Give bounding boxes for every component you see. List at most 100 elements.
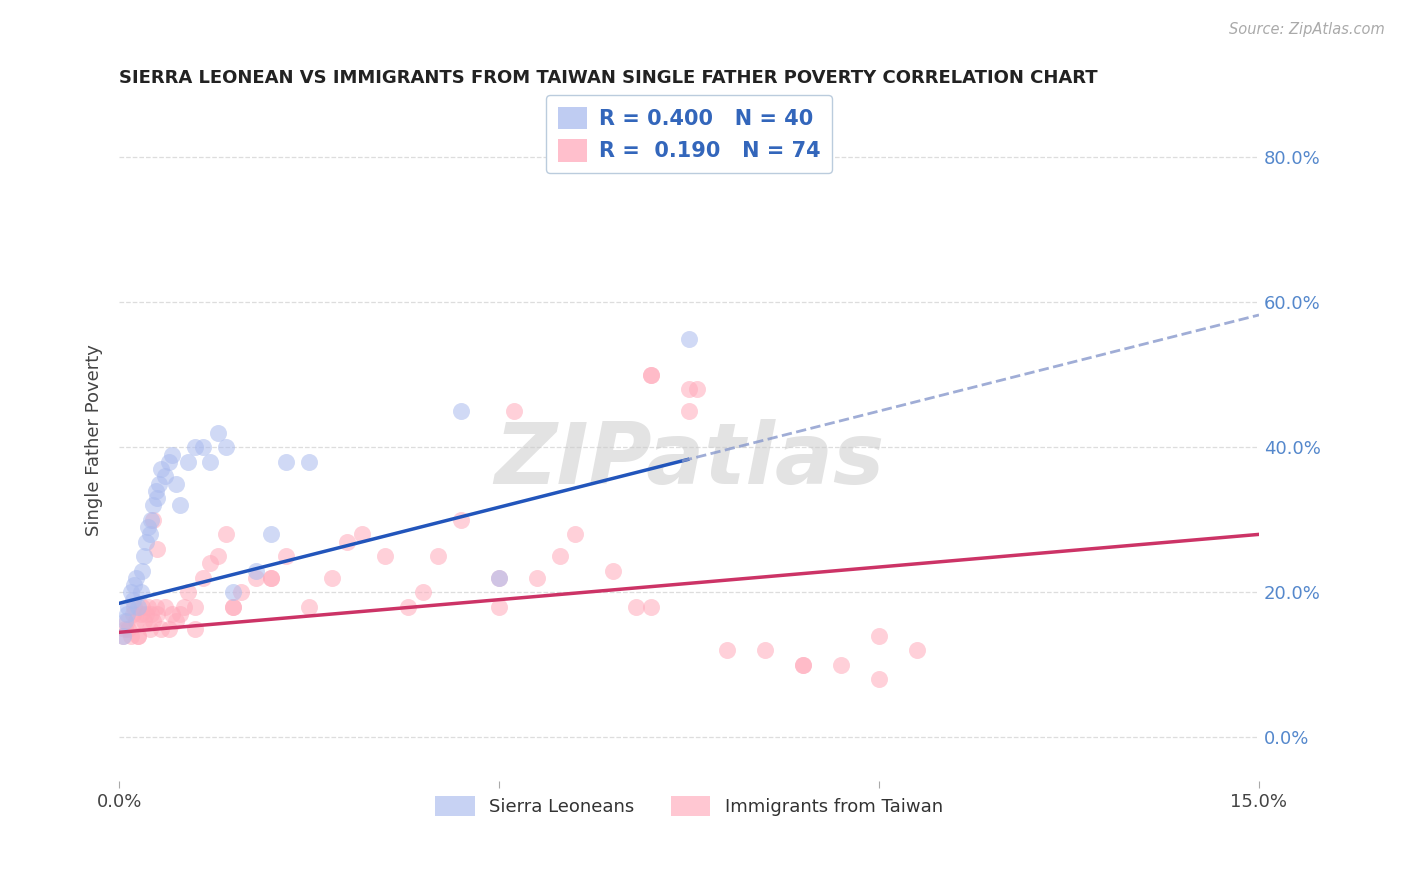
Point (142, 499, 165, 513)
Point (117, 622, 139, 636)
Point (222, 599, 245, 614)
Point (136, 599, 159, 614)
Point (176, 455, 198, 469)
Point (830, 657, 852, 672)
Point (526, 571, 548, 585)
Point (169, 499, 191, 513)
Point (321, 571, 343, 585)
Point (276, 549, 298, 563)
Point (352, 527, 374, 541)
Point (298, 599, 321, 614)
Point (200, 557, 222, 571)
Point (127, 629, 149, 643)
Point (503, 404, 526, 418)
Point (124, 578, 146, 592)
Point (640, 368, 662, 382)
Legend: Sierra Leoneans, Immigrants from Taiwan: Sierra Leoneans, Immigrants from Taiwan (427, 789, 950, 823)
Point (141, 513, 163, 527)
Point (450, 513, 472, 527)
Point (678, 382, 700, 396)
Point (176, 585, 198, 599)
Point (141, 607, 163, 622)
Y-axis label: Single Father Poverty: Single Father Poverty (86, 344, 103, 536)
Point (868, 629, 890, 643)
Point (131, 564, 153, 578)
Point (165, 476, 187, 491)
Point (427, 549, 450, 563)
Point (114, 622, 136, 636)
Point (686, 382, 709, 396)
Point (142, 513, 165, 527)
Text: ZIPatlas: ZIPatlas (494, 419, 884, 502)
Point (200, 455, 222, 469)
Point (153, 469, 176, 483)
Point (120, 629, 142, 643)
Point (122, 607, 145, 622)
Point (115, 607, 138, 622)
Point (260, 527, 283, 541)
Point (124, 599, 146, 614)
Point (120, 585, 142, 599)
Point (792, 657, 814, 672)
Point (678, 332, 700, 346)
Point (229, 585, 252, 599)
Point (169, 607, 191, 622)
Point (336, 534, 359, 549)
Point (157, 622, 180, 636)
Point (173, 599, 195, 614)
Point (135, 534, 157, 549)
Point (214, 527, 236, 541)
Point (145, 483, 167, 498)
Point (412, 585, 434, 599)
Point (548, 549, 571, 563)
Point (488, 599, 510, 614)
Point (127, 599, 149, 614)
Point (157, 455, 180, 469)
Point (125, 571, 148, 585)
Point (117, 599, 139, 614)
Point (150, 462, 173, 476)
Text: SIERRA LEONEAN VS IMMIGRANTS FROM TAIWAN SINGLE FATHER POVERTY CORRELATION CHART: SIERRA LEONEAN VS IMMIGRANTS FROM TAIWAN… (120, 69, 1098, 87)
Point (245, 564, 267, 578)
Point (129, 585, 152, 599)
Point (114, 615, 136, 629)
Point (135, 607, 157, 622)
Point (145, 599, 167, 614)
Point (450, 404, 472, 418)
Point (146, 541, 169, 556)
Point (142, 615, 165, 629)
Point (716, 643, 738, 657)
Point (112, 629, 135, 643)
Point (488, 571, 510, 585)
Point (138, 622, 160, 636)
Point (132, 615, 155, 629)
Point (640, 368, 662, 382)
Point (222, 585, 245, 599)
Point (138, 527, 160, 541)
Point (122, 592, 145, 607)
Point (184, 441, 207, 455)
Point (298, 455, 321, 469)
Point (207, 549, 229, 563)
Point (146, 607, 169, 622)
Point (868, 673, 890, 687)
Point (132, 549, 155, 563)
Point (184, 599, 207, 614)
Point (564, 527, 586, 541)
Point (792, 657, 814, 672)
Point (162, 607, 184, 622)
Point (754, 643, 776, 657)
Point (153, 599, 176, 614)
Point (115, 615, 138, 629)
Point (150, 622, 173, 636)
Point (602, 564, 624, 578)
Point (640, 599, 662, 614)
Point (191, 571, 214, 585)
Point (374, 549, 396, 563)
Point (276, 455, 298, 469)
Text: Source: ZipAtlas.com: Source: ZipAtlas.com (1229, 22, 1385, 37)
Point (488, 571, 510, 585)
Point (245, 571, 267, 585)
Point (131, 599, 153, 614)
Point (191, 441, 214, 455)
